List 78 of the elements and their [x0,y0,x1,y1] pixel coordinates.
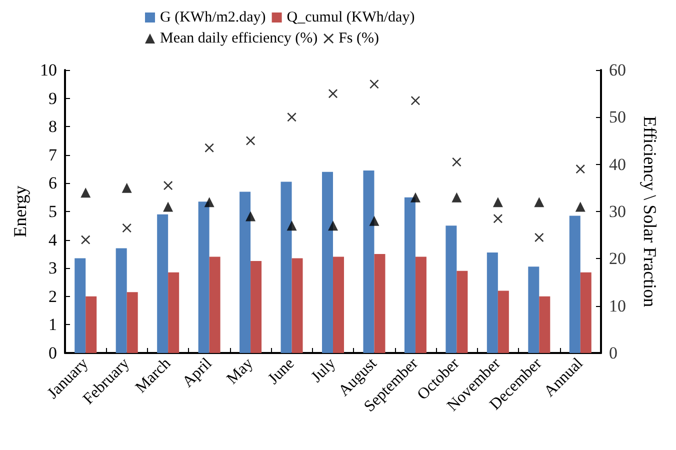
y2-tick-label: 0 [609,344,618,362]
point [370,80,379,89]
x-tick-label: June [265,354,298,388]
point [122,182,132,193]
y-tick-label: 2 [48,286,57,306]
bar [415,256,426,353]
bar [486,252,498,353]
x-tick-label: May [224,354,257,388]
point [452,192,462,202]
bar [280,182,292,353]
bar [240,192,251,353]
point [492,197,503,208]
point [204,143,214,152]
bar [168,272,180,353]
point [328,220,338,231]
bar [116,248,127,353]
y2-axis-title: Efficiency \ Solar Fraction [640,116,660,308]
bar [528,266,540,353]
bar [209,256,220,353]
bar [404,197,416,353]
bar [74,258,86,353]
point [287,112,296,122]
bar [86,296,97,353]
y-tick-label: 7 [48,145,58,164]
point [122,224,132,233]
bar [126,292,138,353]
bar [456,270,468,353]
bar [363,170,374,353]
y-tick-label: 6 [48,174,57,193]
point [452,157,462,166]
y2-tick-label: 30 [609,202,626,221]
point [534,232,544,242]
y2-tick-label: 60 [609,60,626,80]
point [163,202,174,212]
point [164,181,173,190]
point [493,214,502,224]
y2-tick-label: 10 [609,296,626,316]
bar [333,256,344,353]
point [575,202,586,212]
point [80,188,91,198]
point [410,192,420,202]
y-tick-label: 4 [48,230,58,250]
bar [198,202,210,353]
y2-tick-label: 40 [609,154,626,174]
bar [446,226,457,353]
y-tick-label: 1 [48,315,57,334]
bar [374,254,386,353]
bar [580,272,592,353]
bar [250,261,262,353]
point [286,220,297,231]
y-tick-label: 5 [48,202,57,221]
legend-label: Q_cumul (KWh/day) [286,10,415,26]
bar [539,296,550,353]
point [246,211,256,222]
y-tick-label: 8 [48,117,57,136]
y2-tick-label: 50 [609,108,626,127]
point [410,96,420,106]
bar [322,172,333,353]
y-tick-label: 9 [48,88,57,108]
point [534,197,544,208]
y-tick-label: 10 [40,60,57,80]
bar [569,216,580,353]
x-tick-label: July [308,354,340,386]
bar [498,290,509,353]
legend-label: Mean daily efficiency (%) [160,30,318,46]
point [204,197,214,208]
point [369,216,380,226]
y-axis-title: Energy [10,186,30,238]
legend-label: G (KWh/m2.day) [160,10,266,26]
y2-tick-label: 20 [609,249,626,268]
point [81,235,90,244]
y-tick-label: 3 [48,258,57,278]
y-tick-label: 0 [48,344,57,362]
point [246,136,256,146]
bar [157,214,168,353]
legend-label: Fs (%) [338,30,379,46]
bar [292,258,303,353]
point [576,164,585,174]
